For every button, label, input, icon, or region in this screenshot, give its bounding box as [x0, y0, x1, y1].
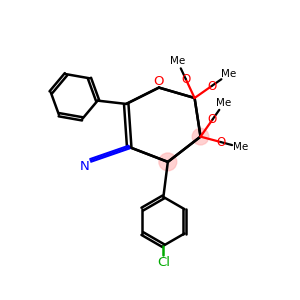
Text: O: O: [181, 73, 190, 85]
Text: Me: Me: [232, 142, 248, 152]
Text: O: O: [154, 74, 164, 88]
Text: Cl: Cl: [157, 256, 170, 269]
Text: O: O: [216, 136, 225, 148]
Text: Me: Me: [216, 98, 232, 108]
Circle shape: [192, 128, 209, 145]
Circle shape: [159, 153, 177, 171]
Text: N: N: [80, 160, 89, 173]
Text: O: O: [207, 80, 216, 93]
Text: Me: Me: [220, 70, 236, 80]
Text: Me: Me: [169, 56, 185, 66]
Text: O: O: [208, 113, 217, 126]
